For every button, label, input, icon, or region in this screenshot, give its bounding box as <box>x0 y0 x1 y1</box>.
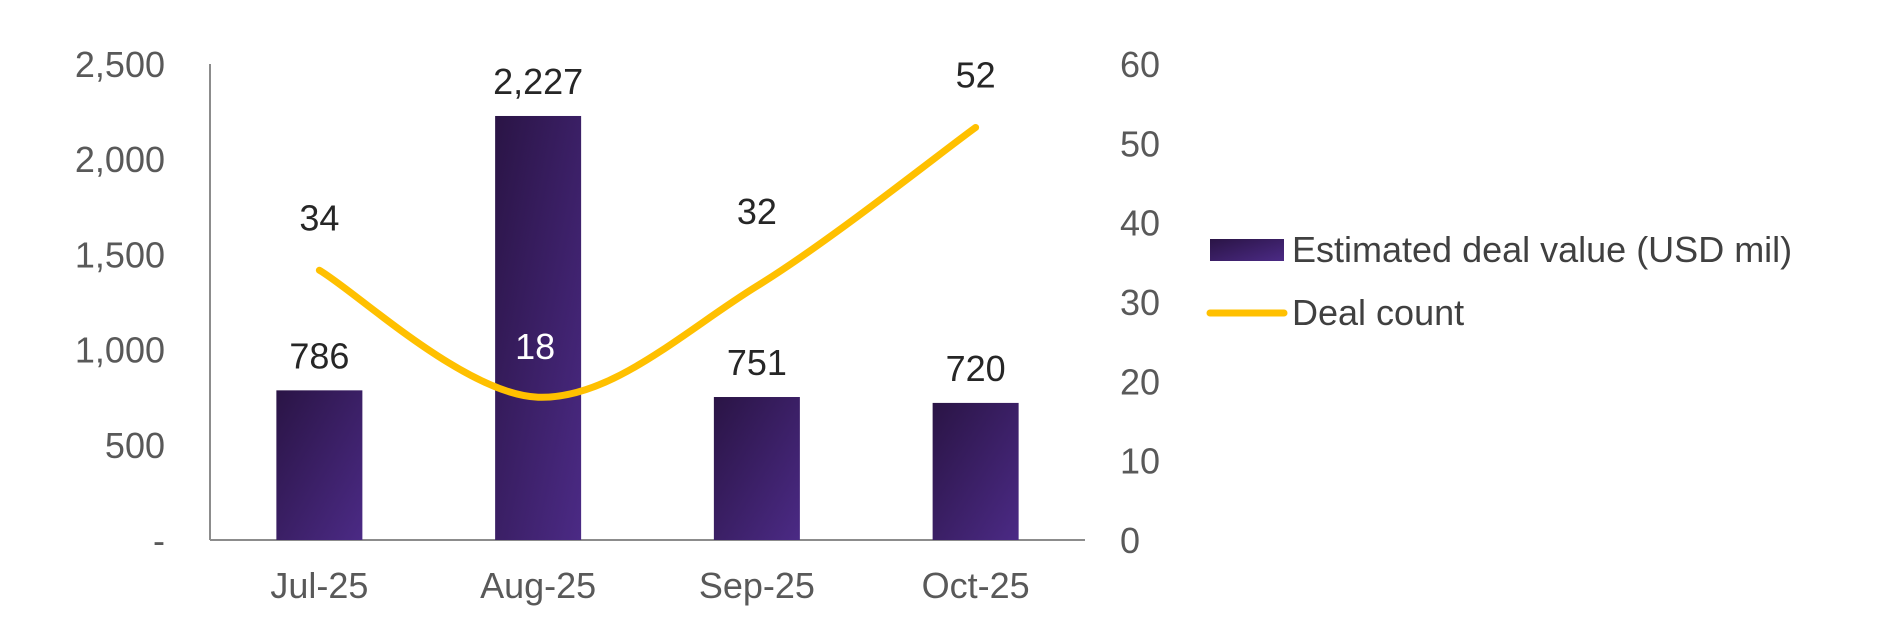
x-tick-label: Oct-25 <box>922 565 1030 606</box>
bar-data-label: 751 <box>727 342 787 383</box>
y-left-tick-label: 2,500 <box>75 44 165 85</box>
line-data-label: 32 <box>737 191 777 232</box>
plot-area: - 500 1,000 1,500 2,000 2,500 0 10 20 30 40 50 60 Jul… <box>75 44 1160 606</box>
y-right-tick-label: 0 <box>1120 520 1140 561</box>
legend-label-line: Deal count <box>1292 292 1464 333</box>
y-left-tick-label: - <box>153 520 165 561</box>
bar-data-label: 786 <box>289 335 349 376</box>
bar <box>713 397 800 540</box>
deal-count-line <box>315 123 980 401</box>
y-right-tick-label: 60 <box>1120 44 1160 85</box>
legend: Estimated deal value (USD mil) Deal count <box>1206 229 1792 333</box>
bar <box>932 402 1019 540</box>
y-right-tick-label: 40 <box>1120 203 1160 244</box>
y-left-tick-label: 500 <box>105 425 165 466</box>
legend-label-bar: Estimated deal value (USD mil) <box>1292 229 1792 270</box>
y-left-tick-label: 1,500 <box>75 234 165 275</box>
y-right-tick-label: 30 <box>1120 282 1160 323</box>
legend-swatch-bar <box>1210 239 1284 261</box>
y-left-tick-label: 1,000 <box>75 330 165 371</box>
y-left-tick-label: 2,000 <box>75 139 165 180</box>
bar-data-label: 720 <box>946 348 1006 389</box>
bar-data-label: 2,227 <box>493 61 583 102</box>
bar <box>495 115 582 541</box>
line-data-label: 52 <box>956 54 996 95</box>
y-right-tick-label: 10 <box>1120 441 1160 482</box>
y-right-tick-label: 20 <box>1120 361 1160 402</box>
x-tick-label: Jul-25 <box>270 565 368 606</box>
x-tick-label: Sep-25 <box>699 565 815 606</box>
line-data-label: 18 <box>515 326 555 367</box>
y-right-tick-label: 50 <box>1120 123 1160 164</box>
x-tick-label: Aug-25 <box>480 565 596 606</box>
line-data-label: 34 <box>299 197 339 238</box>
bar <box>276 390 363 540</box>
